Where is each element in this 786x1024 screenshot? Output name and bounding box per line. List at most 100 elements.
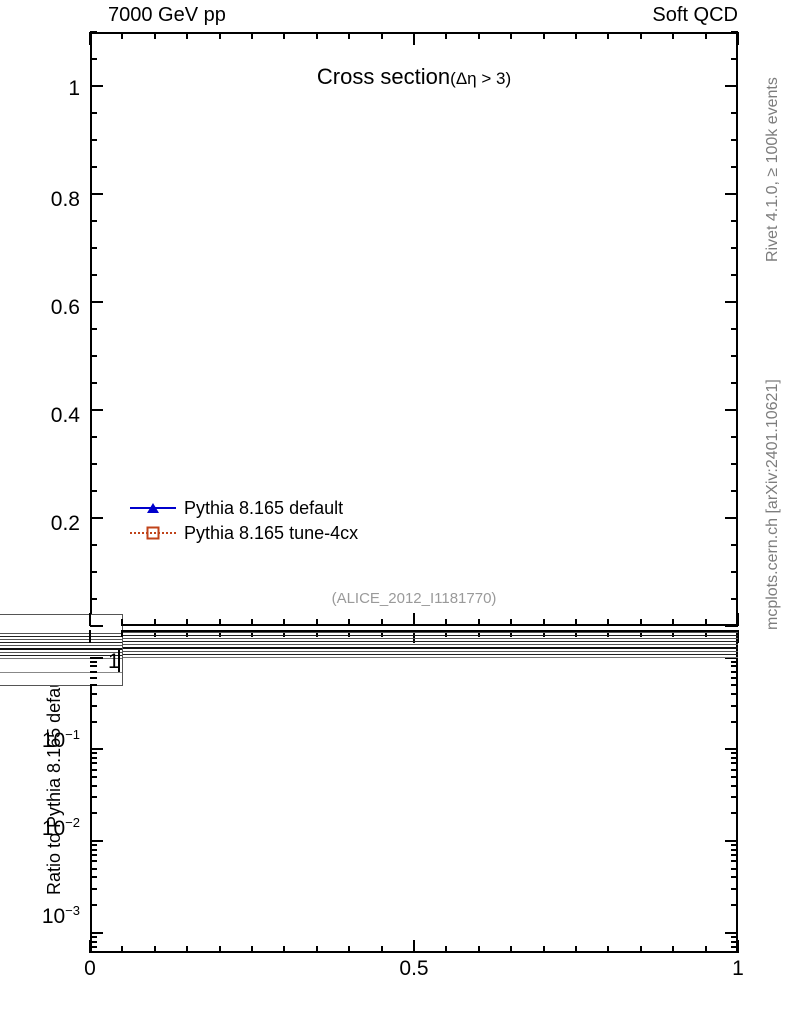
axis-tick [90,757,97,760]
ratio-ytick-label-1e-1: 10−1 [20,727,80,753]
axis-tick [251,946,253,953]
axis-tick [737,613,739,626]
legend-entry-pythia-default[interactable]: Pythia 8.165 default [130,496,430,521]
axis-tick [731,768,738,771]
axis-tick [348,619,351,626]
axis-tick [90,844,97,847]
axis-tick [90,274,97,276]
xtick-label-0: 0 [84,957,96,980]
axis-tick [737,32,739,45]
axis-tick [90,139,97,141]
axis-tick [639,630,642,637]
axis-tick [725,625,738,627]
axis-tick [380,619,383,626]
axis-tick [725,931,738,934]
axis-tick [380,946,383,953]
ratio-band-line [0,636,122,637]
legend-entry-pythia-tune4cx[interactable]: Pythia 8.165 tune-4cx [130,521,430,546]
main-ytick-label-0.2: 0.2 [50,512,80,535]
axis-tick [186,630,189,637]
axis-tick [90,854,97,857]
axis-tick [731,684,738,687]
axis-tick [607,946,610,953]
ratio-band-line [0,642,122,643]
axis-tick [89,630,91,643]
axis-tick [90,166,97,168]
axis-tick [218,619,221,626]
ratio-band-line [0,652,122,653]
axis-tick [731,436,738,438]
axis-tick [121,946,124,953]
axis-tick [725,517,738,519]
axis-tick [731,328,738,330]
axis-tick [90,752,97,755]
axis-tick [283,32,286,39]
axis-tick [672,32,675,39]
ratio-unity-tick [118,650,120,672]
axis-tick [348,630,351,637]
ratio-band-line [123,647,738,649]
axis-tick [725,839,738,842]
axis-tick [639,32,642,39]
axis-tick [731,544,738,546]
axis-tick [704,32,707,39]
axis-tick [731,720,738,723]
axis-tick [725,85,738,87]
ratio-ytick-exp-1e-3: −3 [65,903,80,918]
axis-tick [731,762,738,765]
ratio-unity-label: 1 [108,650,120,673]
plot-title-main: Cross section [316,64,451,89]
axis-tick [737,630,739,643]
axis-tick [575,32,577,39]
axis-tick [731,382,738,384]
ratio-band-line [123,644,738,645]
axis-tick [218,32,221,39]
axis-tick [218,630,221,637]
axis-tick [153,32,156,39]
ratio-plot-panel [90,630,738,953]
axis-tick [510,619,513,626]
axis-tick [90,848,97,851]
axis-tick [639,946,642,953]
axis-tick [90,693,97,696]
ratio-band-line [123,654,738,655]
axis-tick [731,31,738,33]
axis-tick [90,945,97,948]
axis-tick [90,940,97,943]
axis-tick [90,247,97,249]
header-process-label: Soft QCD [652,4,738,26]
ratio-band-line [123,632,738,633]
ratio-axis-title: Ratio to Pythia 8.165 default [44,668,64,895]
axis-tick [731,796,738,799]
axis-tick [731,693,738,696]
legend-label-pythia-tune4cx: Pythia 8.165 tune-4cx [184,523,359,543]
ratio-band-line [0,648,122,650]
axis-tick [90,31,97,33]
axis-tick [731,848,738,851]
axis-tick [90,517,103,519]
ratio-band-stack [0,615,122,685]
axis-tick [445,32,448,39]
axis-tick [251,619,253,626]
axis-tick [283,630,286,637]
axis-tick [477,946,480,953]
ratio-ytick-mantissa-1e-1: 10 [41,729,66,752]
axis-tick [731,571,738,573]
axis-tick [731,854,738,857]
axis-tick [731,904,738,907]
axis-tick [731,775,738,778]
legend-line-dotted [130,532,176,534]
ratio-band-line [0,633,122,634]
axis-tick [672,619,675,626]
legend-label-pythia-default: Pythia 8.165 default [184,498,344,518]
ratio-unity-band-box [0,614,123,686]
ratio-band-line [0,645,122,646]
axis-tick [725,301,738,303]
main-ytick-label-0.6: 0.6 [50,296,80,319]
axis-tick [731,220,738,222]
axis-tick [90,544,97,546]
axis-tick [510,946,513,953]
axis-tick [90,660,97,663]
axis-tick [731,660,738,663]
